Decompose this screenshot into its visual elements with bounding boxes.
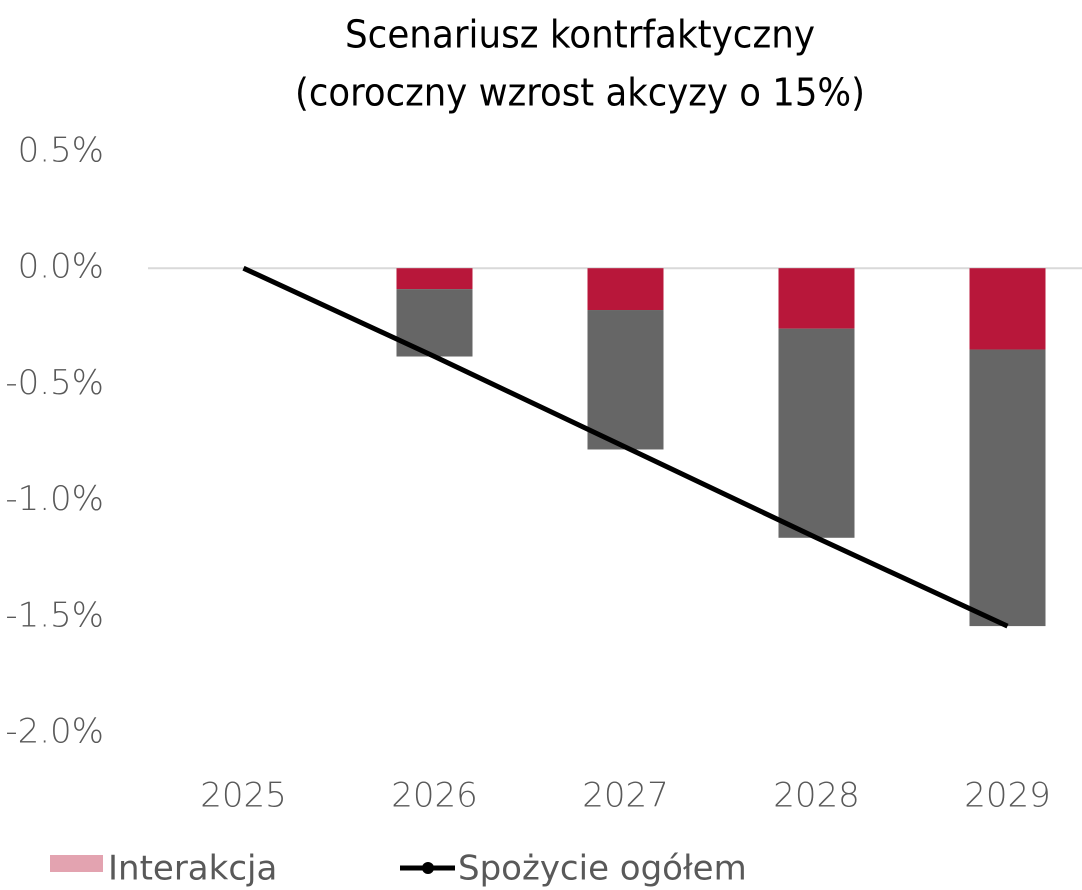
x-tick-label: 2026 xyxy=(391,776,478,816)
x-tick-label: 2028 xyxy=(773,776,860,816)
bar-segment xyxy=(587,268,664,311)
x-tick-label: 2025 xyxy=(200,776,287,816)
bar-segment xyxy=(969,268,1046,350)
bar-segment xyxy=(587,310,664,450)
line-series xyxy=(242,265,1009,629)
bar-segment xyxy=(778,268,855,329)
y-tick-label: -1.5% xyxy=(5,595,104,635)
chart-subtitle: (coroczny wzrost akcyzy o 15%) xyxy=(295,71,865,115)
x-tick-label: 2027 xyxy=(582,776,669,816)
bar-segment xyxy=(778,328,855,538)
legend-label: Spożycie ogółem xyxy=(458,849,747,889)
bar-segment xyxy=(396,268,473,290)
chart-title: Scenariusz kontrfaktyczny xyxy=(345,13,815,57)
y-tick-label: 0.0% xyxy=(18,247,104,287)
y-tick-label: -0.5% xyxy=(5,363,104,403)
bar-segment xyxy=(969,349,1046,627)
legend-marker xyxy=(422,862,434,874)
y-tick-label: -1.0% xyxy=(5,479,104,519)
x-tick-label: 2029 xyxy=(964,776,1051,816)
legend-label: Interakcja xyxy=(108,849,277,889)
legend-swatch xyxy=(50,855,103,872)
y-tick-label: 0.5% xyxy=(18,131,104,171)
y-tick-label: -2.0% xyxy=(5,712,104,752)
